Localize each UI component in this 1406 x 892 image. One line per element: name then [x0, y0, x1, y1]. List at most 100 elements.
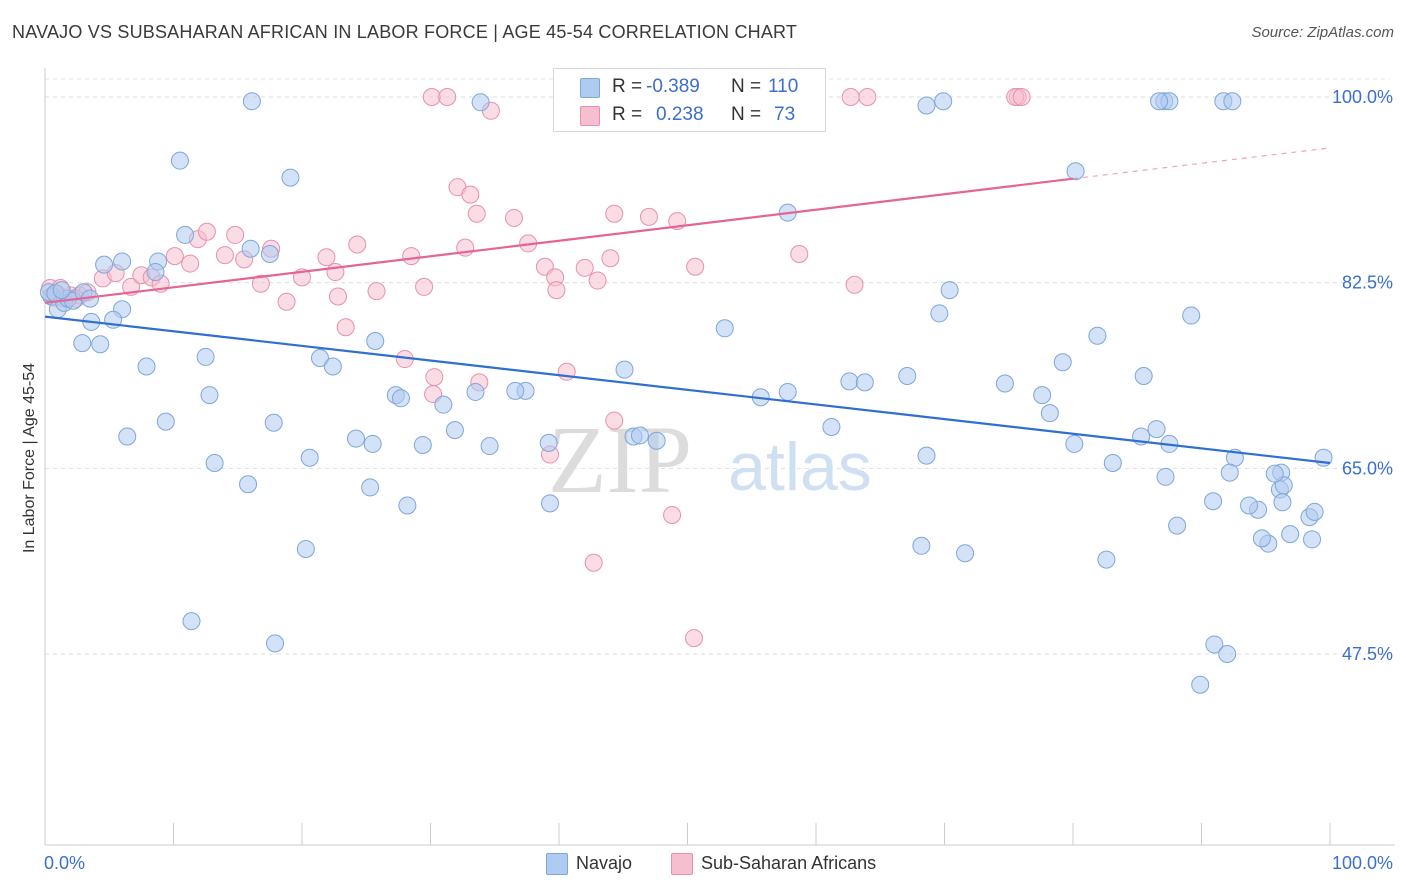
navajo-point — [137, 357, 156, 376]
navajo-point — [615, 360, 634, 379]
subsaharan-legend-label: Sub-Saharan Africans — [701, 853, 877, 873]
navajo-point — [630, 426, 649, 445]
navajo-point — [1265, 464, 1284, 483]
legend-n-label: N = — [731, 104, 762, 125]
subsaharan-point — [226, 225, 245, 244]
subsaharan-point — [663, 506, 682, 525]
y-tick-label: 47.5% — [1342, 644, 1393, 664]
gridlines — [45, 78, 1390, 655]
legend-r-label: R = — [612, 76, 643, 97]
subsaharan-point — [165, 247, 184, 266]
navajo-point — [940, 281, 959, 300]
subsaharan-point — [584, 553, 603, 572]
navajo-point — [1150, 92, 1169, 111]
navajo-trend-line — [44, 315, 1331, 465]
subsaharan-point — [505, 208, 524, 227]
subsaharan-point — [684, 629, 703, 648]
navajo-point — [361, 478, 380, 497]
navajo-point — [1204, 492, 1223, 511]
navajo-points — [39, 92, 1333, 694]
navajo-point — [855, 373, 874, 392]
navajo-point — [1191, 675, 1210, 694]
subsaharan-n-value: 73 — [774, 104, 796, 125]
subsaharan-trend-line — [44, 177, 1074, 304]
subsaharan-point — [601, 249, 620, 268]
navajo-point — [118, 427, 137, 446]
navajo-point — [1040, 404, 1059, 423]
navajo-point — [1182, 306, 1201, 325]
navajo-point — [1281, 525, 1300, 544]
navajo-point — [434, 395, 453, 414]
navajo-point — [346, 429, 365, 448]
subsaharan-point — [277, 292, 296, 311]
subsaharan-point — [425, 368, 444, 387]
navajo-point — [1223, 92, 1242, 111]
series-legend: Navajo Sub-Saharan Africans — [0, 852, 1406, 878]
navajo-point — [170, 151, 189, 170]
navajo-point — [917, 96, 936, 115]
y-tick-label: 100.0% — [1332, 87, 1393, 107]
navajo-point — [1103, 454, 1122, 473]
subsaharan-point — [461, 185, 480, 204]
navajo-point — [366, 332, 385, 351]
navajo-point — [445, 421, 464, 440]
navajo-point — [541, 494, 560, 513]
navajo-point — [1168, 516, 1187, 535]
navajo-point — [264, 413, 283, 432]
navajo-point — [176, 225, 195, 244]
navajo-n-value: 110 — [768, 76, 799, 97]
x-tick-label-min: 0.0% — [44, 853, 85, 873]
subsaharan-point — [686, 257, 705, 276]
navajo-point — [956, 544, 975, 563]
navajo-legend-swatch — [546, 853, 568, 875]
subsaharan-point — [328, 287, 347, 306]
legend-r-label: R = — [612, 104, 643, 125]
navajo-point — [1240, 496, 1259, 515]
subsaharan-point — [348, 235, 367, 254]
navajo-point — [840, 372, 859, 391]
subsaharan-point — [790, 245, 809, 264]
subsaharan-points — [41, 88, 1031, 648]
navajo-r-value: -0.389 — [646, 76, 700, 97]
navajo-point — [647, 431, 666, 450]
navajo-point — [1134, 367, 1153, 386]
x-tick-label-max: 100.0% — [1332, 853, 1393, 873]
navajo-point — [91, 335, 110, 354]
navajo-point — [260, 245, 279, 264]
navajo-point — [471, 93, 490, 112]
subsaharan-point — [841, 88, 860, 106]
navajo-point — [1273, 493, 1292, 512]
navajo-point — [300, 448, 319, 467]
navajo-point — [1065, 434, 1084, 453]
navajo-point — [898, 367, 917, 386]
navajo-point — [413, 435, 432, 454]
subsaharan-point — [415, 277, 434, 296]
subsaharan-point — [588, 271, 607, 290]
navajo-point — [778, 382, 797, 401]
navajo-point — [912, 536, 931, 555]
navajo-point — [995, 374, 1014, 393]
navajo-point — [822, 417, 841, 436]
navajo-point — [930, 304, 949, 323]
navajo-point — [1088, 326, 1107, 345]
navajo-point — [1220, 463, 1239, 482]
watermark: ZIP atlas — [548, 406, 872, 513]
navajo-point — [917, 446, 936, 465]
subsaharan-legend-swatch — [671, 853, 693, 875]
subsaharan-point — [422, 88, 441, 106]
navajo-point — [95, 255, 114, 274]
navajo-point — [934, 92, 953, 111]
navajo-point — [391, 389, 410, 408]
navajo-point — [1033, 386, 1052, 405]
navajo-point — [363, 434, 382, 453]
navajo-point — [1147, 420, 1166, 439]
navajo-point — [296, 539, 315, 558]
navajo-point — [241, 239, 260, 258]
navajo-point — [1097, 550, 1116, 569]
navajo-point — [146, 263, 165, 282]
subsaharan-point — [547, 281, 566, 300]
navajo-point — [466, 382, 485, 401]
navajo-point — [113, 252, 132, 271]
navajo-point — [1205, 635, 1224, 654]
